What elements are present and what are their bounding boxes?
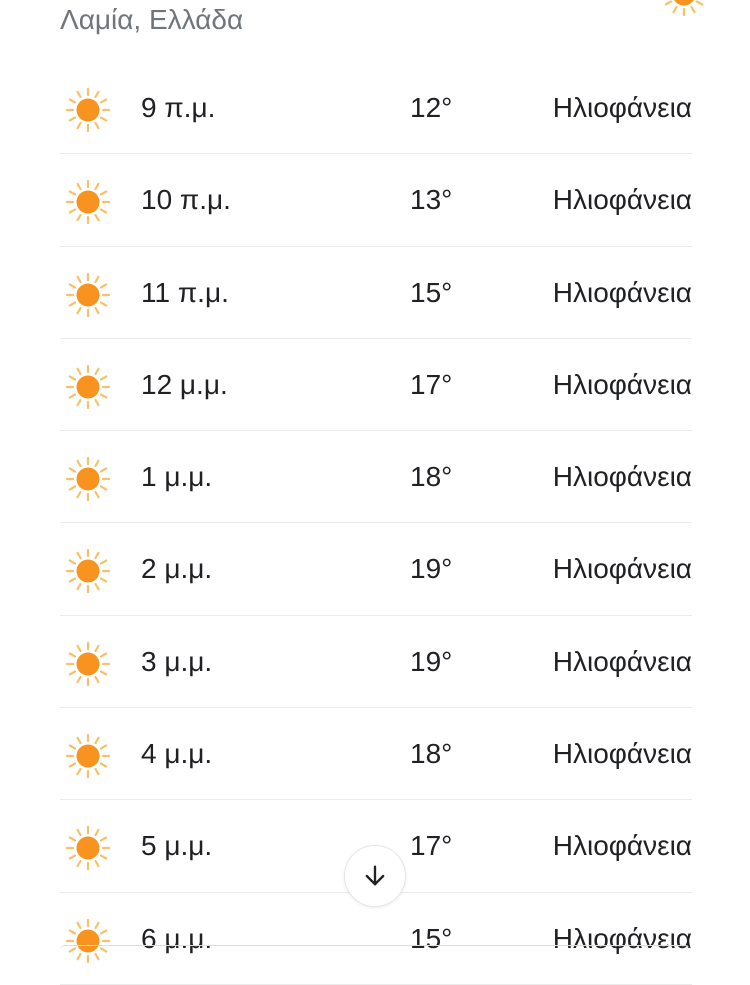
forecast-temperature: 19°	[410, 645, 453, 677]
forecast-row[interactable]: 5 μ.μ. 17° Ηλιοφάνεια	[60, 800, 692, 893]
forecast-row[interactable]: 9 π.μ. 12° Ηλιοφάνεια	[60, 62, 692, 155]
sun-icon	[64, 917, 112, 965]
sun-icon	[64, 271, 112, 319]
hourly-forecast-list: 9 π.μ. 12° Ηλιοφάνεια 10 π.μ. 13° Ηλιοφά…	[60, 62, 692, 985]
forecast-temperature: 12°	[410, 92, 453, 123]
sun-icon	[64, 824, 112, 872]
forecast-row[interactable]: 1 μ.μ. 18° Ηλιοφάνεια	[60, 431, 692, 524]
forecast-time: 1 μ.μ.	[141, 461, 213, 493]
sun-icon	[64, 732, 112, 780]
forecast-temperature: 15°	[410, 276, 453, 308]
forecast-row[interactable]: 3 μ.μ. 19° Ηλιοφάνεια	[60, 616, 692, 709]
forecast-condition: Ηλιοφάνεια	[552, 184, 692, 216]
forecast-time: 3 μ.μ.	[141, 645, 213, 677]
forecast-row[interactable]: 4 μ.μ. 18° Ηλιοφάνεια	[60, 708, 692, 801]
sun-icon	[64, 86, 112, 134]
scroll-down-button[interactable]	[344, 845, 406, 907]
sun-icon	[64, 547, 112, 595]
forecast-condition: Ηλιοφάνεια	[552, 368, 692, 400]
forecast-time: 12 μ.μ.	[141, 368, 228, 400]
sun-icon	[64, 640, 112, 688]
forecast-condition: Ηλιοφάνεια	[552, 461, 692, 493]
location-title: Λαμία, Ελλάδα	[60, 4, 244, 35]
forecast-condition: Ηλιοφάνεια	[552, 276, 692, 308]
forecast-row[interactable]: 11 π.μ. 15° Ηλιοφάνεια	[60, 247, 692, 339]
forecast-row[interactable]: 12 μ.μ. 17° Ηλιοφάνεια	[60, 339, 692, 432]
forecast-time: 10 π.μ.	[141, 184, 231, 216]
forecast-condition: Ηλιοφάνεια	[552, 553, 692, 585]
forecast-temperature: 19°	[410, 553, 453, 585]
forecast-time: 4 μ.μ.	[141, 738, 213, 770]
forecast-temperature: 17°	[410, 368, 453, 400]
bottom-sheet-edge	[60, 945, 690, 950]
forecast-temperature: 18°	[410, 461, 453, 493]
forecast-temperature: 18°	[410, 738, 453, 770]
forecast-temperature: 13°	[410, 184, 453, 216]
forecast-row[interactable]: 10 π.μ. 13° Ηλιοφάνεια	[60, 154, 692, 247]
forecast-time: 2 μ.μ.	[141, 553, 213, 585]
sun-icon	[660, 0, 708, 23]
forecast-condition: Ηλιοφάνεια	[552, 738, 692, 770]
arrow-down-icon	[365, 865, 385, 886]
sun-icon	[64, 363, 112, 411]
forecast-condition: Ηλιοφάνεια	[552, 830, 692, 862]
forecast-time: 9 π.μ.	[141, 92, 216, 123]
sun-icon	[64, 455, 112, 503]
forecast-temperature: 17°	[410, 830, 453, 862]
sun-icon	[64, 178, 112, 226]
forecast-row[interactable]: 2 μ.μ. 19° Ηλιοφάνεια	[60, 523, 692, 616]
forecast-time: 5 μ.μ.	[141, 830, 213, 862]
forecast-time: 11 π.μ.	[141, 276, 229, 308]
forecast-condition: Ηλιοφάνεια	[552, 645, 692, 677]
forecast-condition: Ηλιοφάνεια	[552, 92, 692, 123]
